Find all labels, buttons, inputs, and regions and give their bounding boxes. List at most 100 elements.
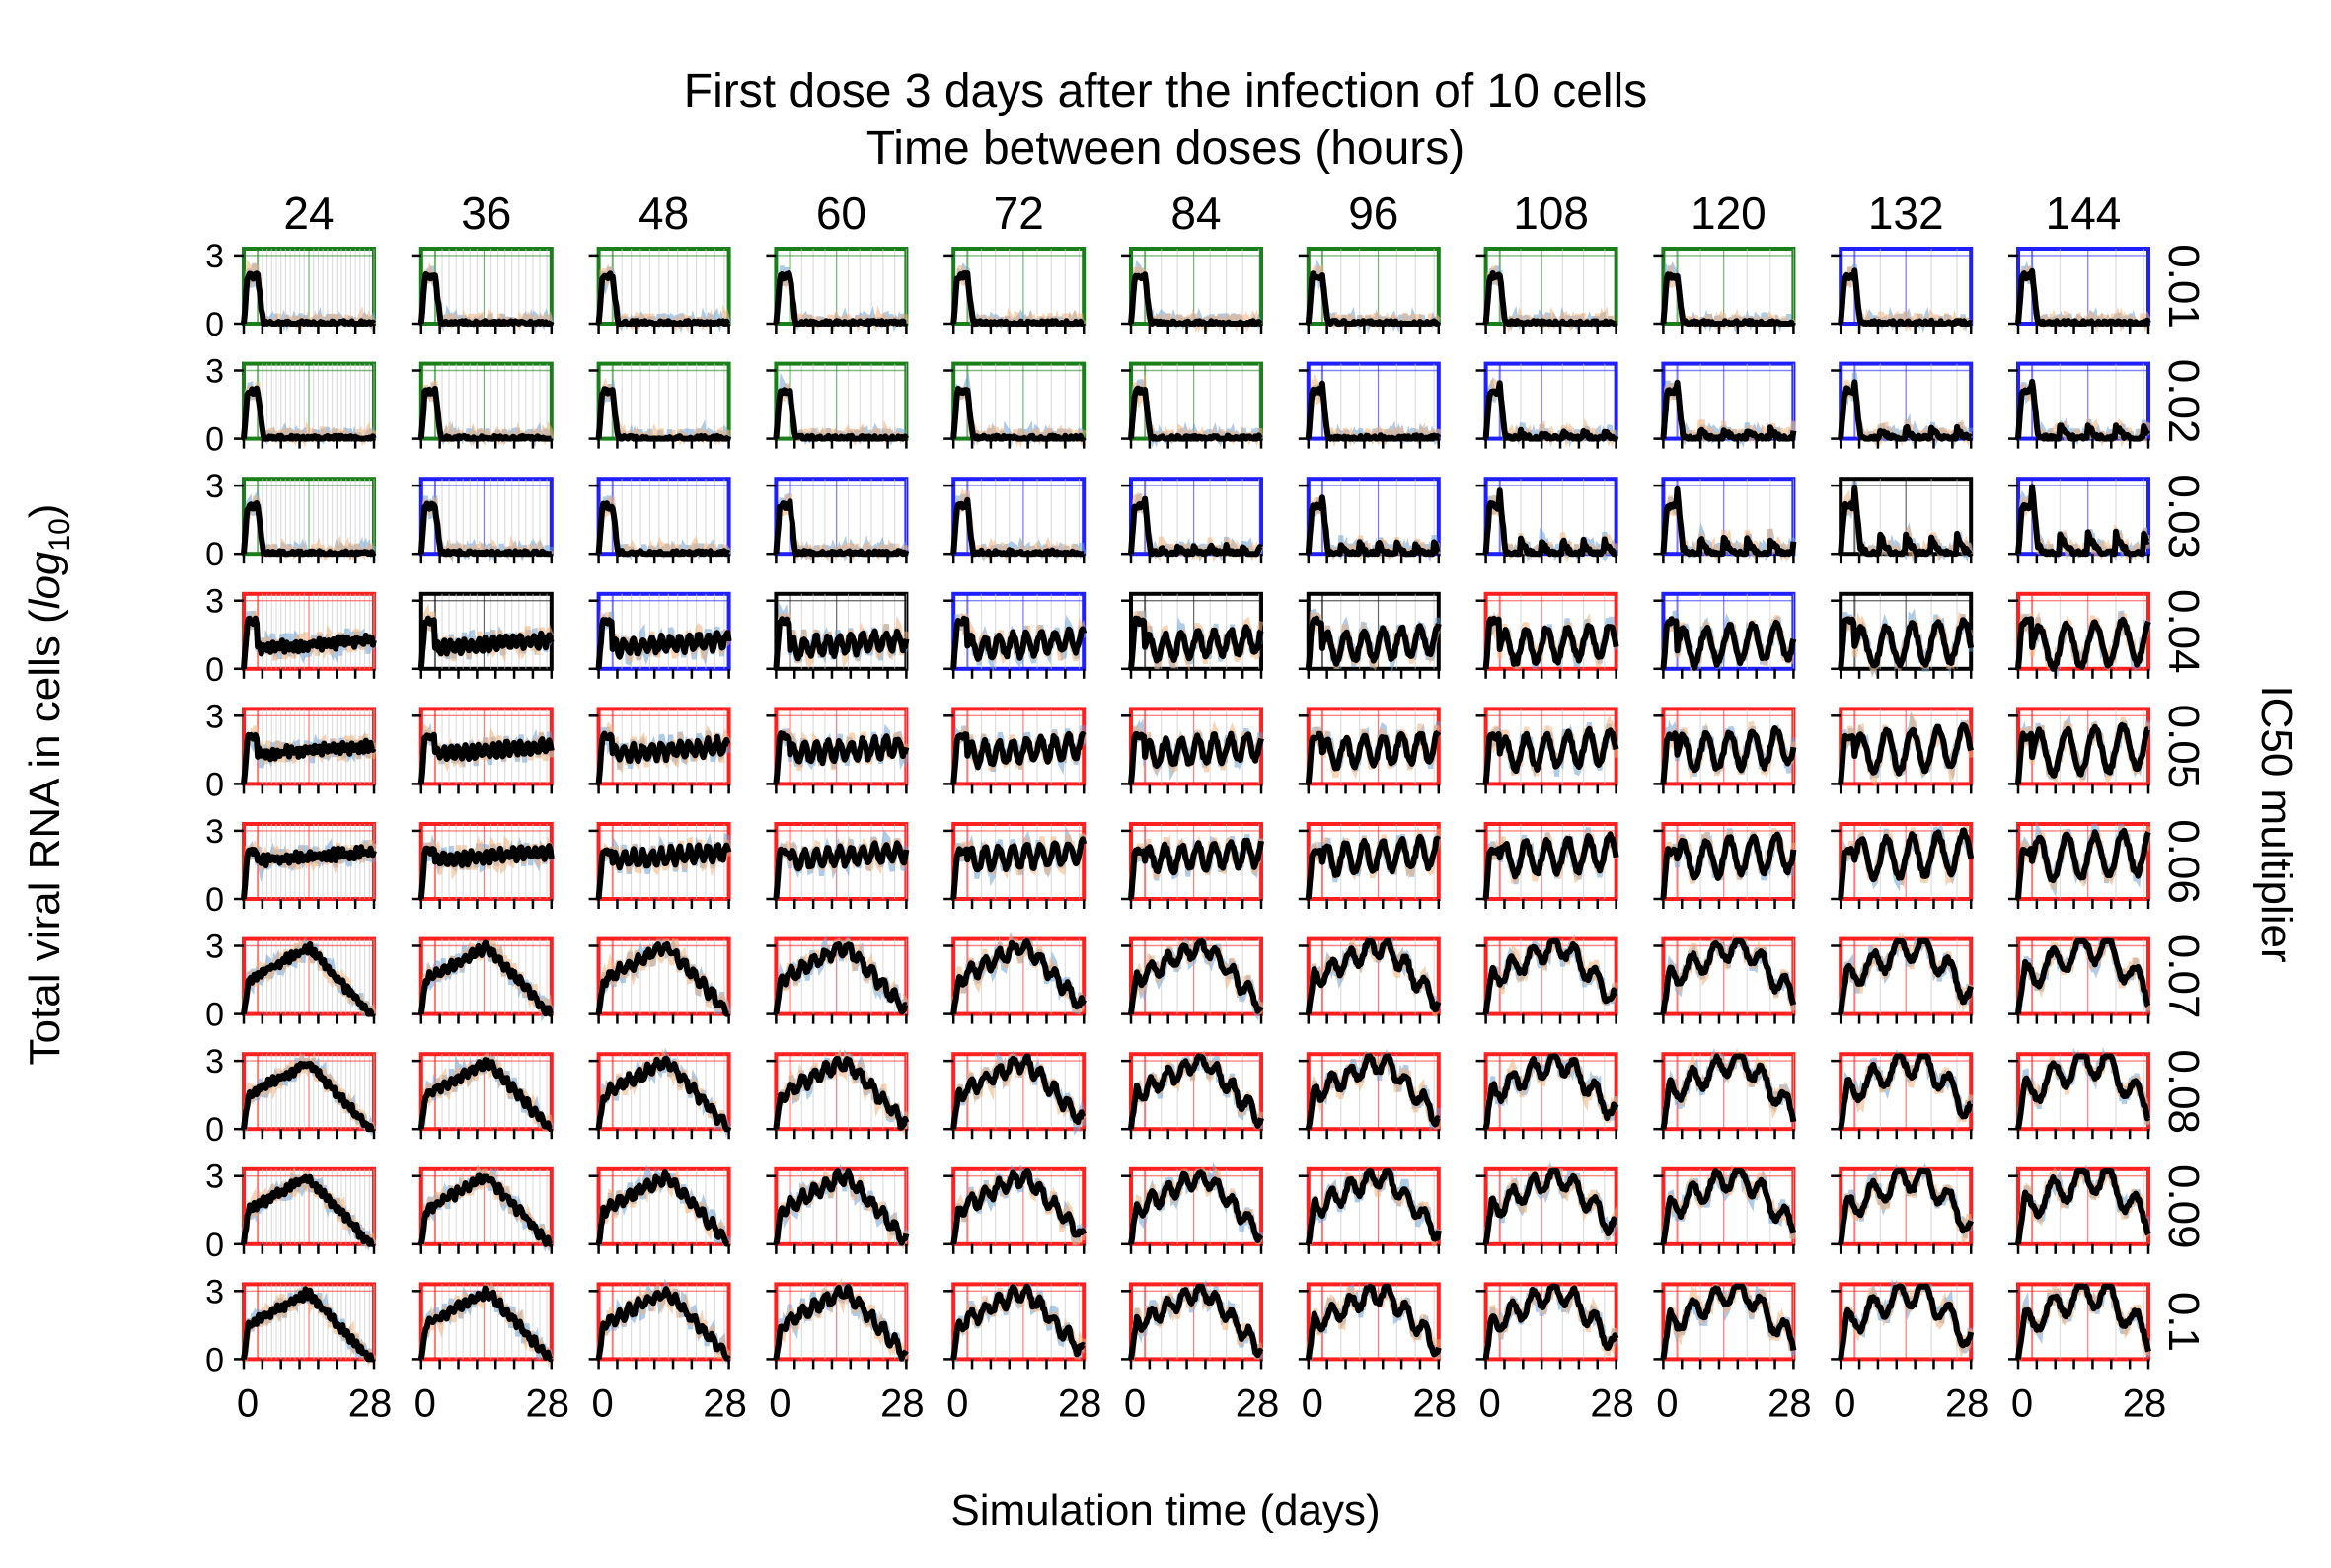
mean-line: [1305, 615, 1442, 670]
panel: [943, 361, 1087, 449]
x-tick-labels: 0 28 0 28 0 28 0 28 0 28 0 28 0 28 0 28 0 28 0 28 0 28: [237, 1381, 2166, 1425]
mean-line: [773, 1055, 910, 1131]
panel: [1653, 477, 1797, 564]
mean-line: [1838, 485, 1973, 558]
mean-line: [595, 730, 731, 784]
mean-line: [595, 1169, 731, 1247]
mean-line: [950, 836, 1088, 900]
panel: [766, 1163, 910, 1254]
panel-frame: [1306, 936, 1441, 1016]
panel: [2008, 361, 2151, 449]
mean-line: [241, 615, 377, 670]
column-header: 48: [639, 187, 689, 239]
row-header: 0.02: [2159, 359, 2208, 444]
panel-frame: [951, 1052, 1087, 1132]
panel: [1298, 477, 1442, 564]
mean-line: [241, 270, 377, 327]
x-tick-label: 0: [946, 1381, 968, 1425]
row-header: 0.1: [2159, 1292, 2208, 1352]
column-header: 144: [2046, 187, 2122, 239]
y-tick-label: 0: [205, 1111, 224, 1149]
panel: [1831, 707, 1975, 794]
mean-line: [1838, 1053, 1973, 1130]
y-tick-label: 0: [205, 651, 224, 689]
mean-line: [1305, 1053, 1441, 1130]
panel: [588, 707, 732, 794]
panel: [2008, 247, 2151, 334]
y-axis-label-log: log: [21, 551, 69, 609]
panel: [943, 822, 1088, 909]
mean-line: [241, 1060, 376, 1133]
panel: [2008, 477, 2151, 564]
y-tick-label: 0: [205, 421, 224, 459]
y-axis-label: Total viral RNA in cells (log10): [21, 504, 76, 1066]
mean-line: [417, 1057, 554, 1133]
mean-line: [773, 270, 909, 327]
panel: [411, 477, 555, 564]
panel: [1831, 361, 1974, 449]
mean-line: [1305, 380, 1442, 442]
mean-line: [2015, 484, 2150, 558]
mean-line: [773, 941, 909, 1015]
panel: 30: [205, 929, 377, 1034]
panel: [588, 477, 732, 564]
row-header: 0.03: [2159, 474, 2208, 559]
mean-line: [1482, 1168, 1618, 1245]
panel: 30: [205, 1043, 377, 1149]
mean-line: [1838, 937, 1975, 1014]
panel: [1475, 822, 1619, 909]
panel: [1475, 591, 1619, 679]
mean-line: [950, 386, 1087, 442]
mean-line: [1128, 271, 1263, 327]
mean-line: [2015, 721, 2150, 784]
mean-line: [1660, 616, 1797, 671]
panel: [2008, 820, 2151, 909]
panel: [1831, 1278, 1975, 1370]
panel: 30: [205, 813, 377, 919]
panel: [2008, 707, 2151, 794]
panel: [588, 1165, 732, 1254]
mean-line: [950, 1168, 1088, 1245]
panel: [411, 361, 555, 449]
right-axis-label: IC50 multiplier: [2252, 685, 2300, 962]
y-tick-label: 3: [205, 813, 224, 851]
panel: [766, 707, 910, 794]
panel-frame: [1129, 1282, 1263, 1362]
panel: [411, 707, 555, 794]
mean-line: [595, 500, 731, 558]
column-header: 36: [461, 187, 511, 239]
mean-line: [773, 730, 910, 784]
panel: [1831, 247, 1974, 334]
mean-line: [950, 937, 1087, 1014]
y-tick-label: 0: [205, 536, 224, 573]
row-header: 0.07: [2159, 934, 2208, 1019]
x-tick-label: 28: [526, 1381, 570, 1425]
panel: [1831, 931, 1975, 1024]
row-headers: 0.01 0.02 0.03 0.04 0.05 0.06 0.07 0.08 0.09 0.1: [2159, 244, 2208, 1352]
panel: [1121, 822, 1264, 909]
x-tick-label: 28: [880, 1381, 925, 1425]
row-header: 0.04: [2159, 589, 2208, 674]
row-header: 0.08: [2159, 1049, 2208, 1134]
panel-frame: [596, 822, 731, 901]
mean-line: [1660, 725, 1797, 784]
mean-line: [1482, 270, 1618, 327]
panel: [411, 936, 555, 1024]
panel: [1298, 591, 1442, 679]
panel: [766, 361, 910, 449]
mean-line: [1128, 837, 1264, 900]
panel-frame: [1129, 936, 1263, 1016]
mean-line: [417, 939, 554, 1017]
panel: 30: [205, 468, 377, 573]
panel: [1121, 1161, 1264, 1254]
panel: [1475, 934, 1618, 1024]
y-tick-label: 3: [205, 1273, 224, 1310]
mean-line: [773, 616, 910, 670]
column-header: 108: [1513, 187, 1589, 239]
panel: [1831, 1048, 1974, 1140]
y-tick-label: 0: [205, 1341, 224, 1379]
panel: [1121, 591, 1264, 679]
column-header: 120: [1691, 187, 1767, 239]
mean-line: [1660, 485, 1797, 558]
